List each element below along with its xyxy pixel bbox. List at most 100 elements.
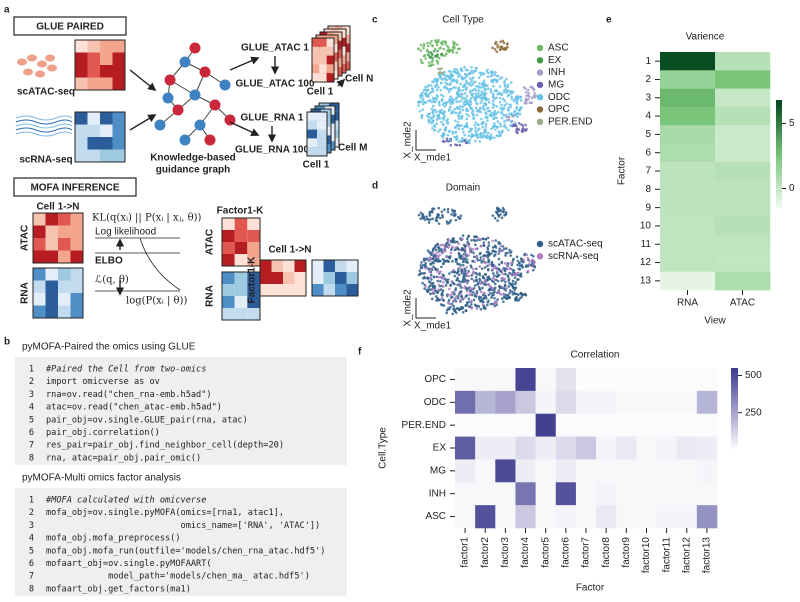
colorbar-segment xyxy=(776,127,782,131)
embedding-point xyxy=(461,310,465,314)
matrix-cell xyxy=(247,308,260,320)
embedding-point xyxy=(450,208,454,212)
heatmap-cell xyxy=(535,459,557,483)
embedding-point xyxy=(450,111,453,115)
embedding-point xyxy=(461,127,465,131)
embedding-point xyxy=(421,214,424,217)
embedding-point xyxy=(509,251,512,254)
embedding-point xyxy=(455,96,458,100)
embedding-point xyxy=(435,114,439,118)
embedding-point xyxy=(455,295,458,298)
embedding-point xyxy=(449,105,452,109)
line-number: 7 xyxy=(29,572,34,582)
embedding-point xyxy=(503,277,506,281)
embedding-point xyxy=(484,87,487,91)
embedding-point xyxy=(485,136,489,140)
embedding-point xyxy=(448,220,452,224)
embedding-point xyxy=(434,244,437,247)
embedding-point xyxy=(452,86,455,89)
embedding-point xyxy=(497,263,501,266)
legend-label: PER.END xyxy=(548,116,592,127)
embedding-point xyxy=(444,102,448,106)
embedding-point xyxy=(504,47,508,51)
embedding-point xyxy=(437,213,441,217)
embedding-point xyxy=(430,39,433,43)
matrix-cell xyxy=(317,147,327,156)
embedding-point xyxy=(507,285,511,288)
embedding-point xyxy=(524,123,527,127)
matrix-cell xyxy=(100,65,113,78)
plot-title: Varience xyxy=(686,32,725,43)
arrow xyxy=(229,121,260,136)
matrix-cell xyxy=(307,112,317,121)
embedding-point xyxy=(455,240,459,244)
heatmap-cell xyxy=(596,436,617,460)
heatmap-cell xyxy=(515,459,536,483)
embedding-point xyxy=(487,131,490,135)
embedding-point xyxy=(464,81,468,85)
embedding-point xyxy=(521,130,524,134)
embedding-point xyxy=(495,270,499,273)
embedding-point xyxy=(432,124,436,127)
embedding-point xyxy=(453,209,456,213)
x-tick-label: factor2 xyxy=(480,537,491,568)
embedding-point xyxy=(465,123,468,127)
embedding-point xyxy=(483,283,487,286)
x-tick-label: factor4 xyxy=(520,537,531,568)
embedding-point xyxy=(471,94,474,98)
embedding-point xyxy=(428,41,432,45)
matrix-frame xyxy=(259,259,307,297)
embedding-point xyxy=(427,280,431,283)
embedding-point xyxy=(483,278,487,282)
embedding-point xyxy=(489,302,493,306)
embedding-point xyxy=(421,94,424,98)
embedding-point xyxy=(515,102,519,105)
matrix-cell xyxy=(112,77,125,90)
embedding-point xyxy=(441,123,445,126)
embedding-point xyxy=(441,243,445,247)
embedding-point xyxy=(452,299,456,303)
heatmap-cell xyxy=(596,390,617,415)
embedding-point xyxy=(470,266,473,269)
embedding-point xyxy=(424,88,427,92)
matrix-cell xyxy=(70,238,83,251)
embedding-point xyxy=(442,140,446,144)
embedding-point xyxy=(464,309,468,312)
x-tick-label: RNA xyxy=(677,298,698,309)
embedding-point xyxy=(518,109,521,112)
embedding-point xyxy=(468,248,472,251)
matrix-cell xyxy=(283,260,295,272)
heatmap-cell xyxy=(616,413,637,437)
axis-label: Factor xyxy=(617,156,628,185)
embedding-point xyxy=(491,46,494,50)
embedding-point xyxy=(451,109,454,113)
embedding-point xyxy=(429,55,433,59)
embedding-point xyxy=(448,256,452,259)
colorbar-segment xyxy=(731,431,738,434)
embedding-point xyxy=(474,129,477,133)
embedding-point xyxy=(494,40,498,44)
embedding-point xyxy=(474,243,477,247)
heatmap-cell xyxy=(596,413,617,437)
embedding-point xyxy=(428,284,432,288)
embedding-point xyxy=(481,259,485,263)
embedding-point xyxy=(424,262,427,265)
embedding-point xyxy=(456,91,460,95)
embedding-point xyxy=(480,83,484,86)
matrix-cell xyxy=(247,254,260,266)
embedding-point xyxy=(458,248,462,251)
embedding-point xyxy=(439,243,442,247)
colorbar-segment xyxy=(776,140,782,144)
embedding-point xyxy=(509,81,513,84)
matrix-cell xyxy=(323,284,335,296)
code-line: pair_obj.correlation() xyxy=(46,428,160,438)
embedding-point xyxy=(495,50,499,53)
embedding-point xyxy=(510,92,513,95)
embedding-point xyxy=(426,95,430,98)
embedding-point xyxy=(495,116,498,120)
embedding-point xyxy=(424,85,427,89)
embedding-point xyxy=(501,272,505,276)
embedding-point xyxy=(484,122,488,126)
legend-label: ASC xyxy=(548,43,569,54)
line-number: 3 xyxy=(29,390,34,400)
